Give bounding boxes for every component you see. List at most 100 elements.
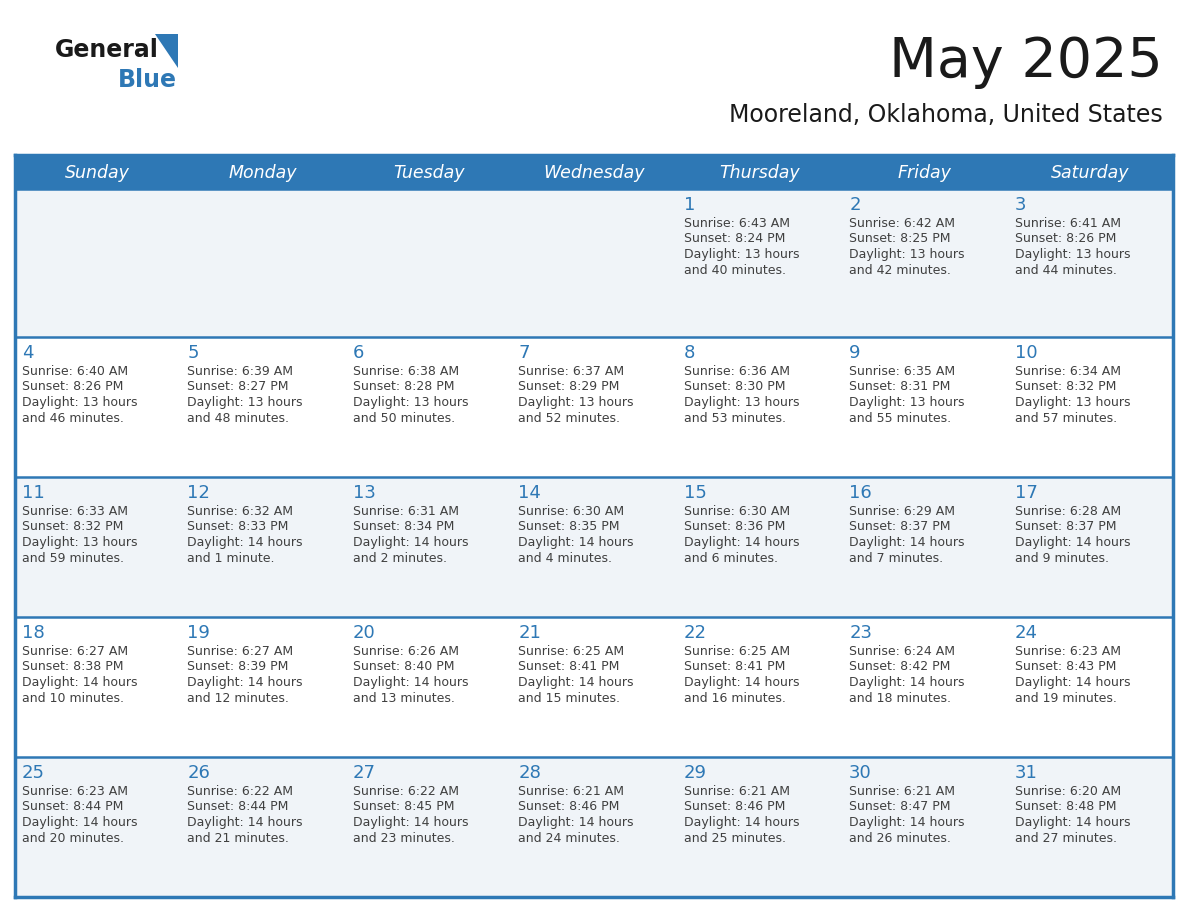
Text: Sunrise: 6:34 AM: Sunrise: 6:34 AM bbox=[1015, 365, 1120, 378]
Text: Sunset: 8:35 PM: Sunset: 8:35 PM bbox=[518, 521, 620, 533]
Text: 6: 6 bbox=[353, 344, 365, 362]
Bar bbox=[15, 155, 1173, 189]
Text: and 24 minutes.: and 24 minutes. bbox=[518, 832, 620, 845]
Text: Sunrise: 6:30 AM: Sunrise: 6:30 AM bbox=[684, 505, 790, 518]
Text: Sunrise: 6:25 AM: Sunrise: 6:25 AM bbox=[518, 645, 625, 658]
Text: 13: 13 bbox=[353, 484, 375, 502]
Text: Sunset: 8:28 PM: Sunset: 8:28 PM bbox=[353, 380, 454, 394]
Text: Sunrise: 6:22 AM: Sunrise: 6:22 AM bbox=[353, 785, 459, 798]
Text: 1: 1 bbox=[684, 196, 695, 214]
Text: Sunset: 8:32 PM: Sunset: 8:32 PM bbox=[23, 521, 124, 533]
Text: Sunset: 8:43 PM: Sunset: 8:43 PM bbox=[1015, 660, 1116, 674]
Text: Sunrise: 6:39 AM: Sunrise: 6:39 AM bbox=[188, 365, 293, 378]
Text: Sunrise: 6:43 AM: Sunrise: 6:43 AM bbox=[684, 217, 790, 230]
Text: and 48 minutes.: and 48 minutes. bbox=[188, 411, 290, 424]
Text: Daylight: 14 hours: Daylight: 14 hours bbox=[1015, 676, 1130, 689]
Text: Daylight: 13 hours: Daylight: 13 hours bbox=[1015, 396, 1130, 409]
Text: Sunrise: 6:33 AM: Sunrise: 6:33 AM bbox=[23, 505, 128, 518]
Text: and 7 minutes.: and 7 minutes. bbox=[849, 552, 943, 565]
Text: Sunrise: 6:23 AM: Sunrise: 6:23 AM bbox=[1015, 645, 1120, 658]
Bar bbox=[15, 477, 1173, 617]
Text: General: General bbox=[55, 38, 159, 62]
Text: Sunrise: 6:20 AM: Sunrise: 6:20 AM bbox=[1015, 785, 1120, 798]
Text: Sunrise: 6:40 AM: Sunrise: 6:40 AM bbox=[23, 365, 128, 378]
Text: and 23 minutes.: and 23 minutes. bbox=[353, 832, 455, 845]
Text: Sunrise: 6:42 AM: Sunrise: 6:42 AM bbox=[849, 217, 955, 230]
Bar bbox=[15, 337, 1173, 477]
Text: Daylight: 14 hours: Daylight: 14 hours bbox=[518, 536, 633, 549]
Text: and 50 minutes.: and 50 minutes. bbox=[353, 411, 455, 424]
Text: Sunset: 8:29 PM: Sunset: 8:29 PM bbox=[518, 380, 620, 394]
Text: Sunrise: 6:27 AM: Sunrise: 6:27 AM bbox=[23, 645, 128, 658]
Text: and 25 minutes.: and 25 minutes. bbox=[684, 832, 785, 845]
Text: Daylight: 13 hours: Daylight: 13 hours bbox=[849, 248, 965, 261]
Text: Sunset: 8:37 PM: Sunset: 8:37 PM bbox=[849, 521, 950, 533]
Text: Daylight: 14 hours: Daylight: 14 hours bbox=[1015, 816, 1130, 829]
Text: Daylight: 14 hours: Daylight: 14 hours bbox=[849, 676, 965, 689]
Text: Sunrise: 6:23 AM: Sunrise: 6:23 AM bbox=[23, 785, 128, 798]
Text: 15: 15 bbox=[684, 484, 707, 502]
Text: Sunset: 8:44 PM: Sunset: 8:44 PM bbox=[23, 800, 124, 813]
Text: Sunrise: 6:37 AM: Sunrise: 6:37 AM bbox=[518, 365, 625, 378]
Text: Sunrise: 6:28 AM: Sunrise: 6:28 AM bbox=[1015, 505, 1120, 518]
Text: Daylight: 14 hours: Daylight: 14 hours bbox=[684, 676, 800, 689]
Text: Sunset: 8:27 PM: Sunset: 8:27 PM bbox=[188, 380, 289, 394]
Text: Sunset: 8:46 PM: Sunset: 8:46 PM bbox=[684, 800, 785, 813]
Text: Sunset: 8:39 PM: Sunset: 8:39 PM bbox=[188, 660, 289, 674]
Text: and 44 minutes.: and 44 minutes. bbox=[1015, 263, 1117, 276]
Text: Daylight: 13 hours: Daylight: 13 hours bbox=[23, 536, 138, 549]
Text: Sunrise: 6:35 AM: Sunrise: 6:35 AM bbox=[849, 365, 955, 378]
Text: and 42 minutes.: and 42 minutes. bbox=[849, 263, 952, 276]
Text: Monday: Monday bbox=[229, 164, 297, 182]
Text: Sunrise: 6:30 AM: Sunrise: 6:30 AM bbox=[518, 505, 625, 518]
Text: Thursday: Thursday bbox=[719, 164, 800, 182]
Text: Sunrise: 6:25 AM: Sunrise: 6:25 AM bbox=[684, 645, 790, 658]
Text: Daylight: 13 hours: Daylight: 13 hours bbox=[23, 396, 138, 409]
Bar bbox=[15, 757, 1173, 897]
Text: 19: 19 bbox=[188, 624, 210, 642]
Text: Sunset: 8:32 PM: Sunset: 8:32 PM bbox=[1015, 380, 1116, 394]
Text: Daylight: 14 hours: Daylight: 14 hours bbox=[188, 676, 303, 689]
Text: Blue: Blue bbox=[118, 68, 177, 92]
Text: Daylight: 14 hours: Daylight: 14 hours bbox=[684, 536, 800, 549]
Text: and 53 minutes.: and 53 minutes. bbox=[684, 411, 785, 424]
Text: May 2025: May 2025 bbox=[890, 35, 1163, 89]
Text: Sunrise: 6:29 AM: Sunrise: 6:29 AM bbox=[849, 505, 955, 518]
Text: 7: 7 bbox=[518, 344, 530, 362]
Text: Sunset: 8:38 PM: Sunset: 8:38 PM bbox=[23, 660, 124, 674]
Text: Sunset: 8:46 PM: Sunset: 8:46 PM bbox=[518, 800, 620, 813]
Text: Sunset: 8:48 PM: Sunset: 8:48 PM bbox=[1015, 800, 1116, 813]
Text: Daylight: 14 hours: Daylight: 14 hours bbox=[684, 816, 800, 829]
Text: and 27 minutes.: and 27 minutes. bbox=[1015, 832, 1117, 845]
Text: and 4 minutes.: and 4 minutes. bbox=[518, 552, 612, 565]
Text: Sunrise: 6:26 AM: Sunrise: 6:26 AM bbox=[353, 645, 459, 658]
Text: Sunrise: 6:21 AM: Sunrise: 6:21 AM bbox=[518, 785, 624, 798]
Text: Sunset: 8:25 PM: Sunset: 8:25 PM bbox=[849, 232, 950, 245]
Text: Sunrise: 6:38 AM: Sunrise: 6:38 AM bbox=[353, 365, 459, 378]
Text: 20: 20 bbox=[353, 624, 375, 642]
Text: 11: 11 bbox=[23, 484, 45, 502]
Text: 29: 29 bbox=[684, 764, 707, 782]
Text: Sunset: 8:30 PM: Sunset: 8:30 PM bbox=[684, 380, 785, 394]
Text: Sunrise: 6:24 AM: Sunrise: 6:24 AM bbox=[849, 645, 955, 658]
Text: 30: 30 bbox=[849, 764, 872, 782]
Text: Sunrise: 6:32 AM: Sunrise: 6:32 AM bbox=[188, 505, 293, 518]
Text: Sunset: 8:40 PM: Sunset: 8:40 PM bbox=[353, 660, 454, 674]
Text: Daylight: 14 hours: Daylight: 14 hours bbox=[353, 676, 468, 689]
Text: and 52 minutes.: and 52 minutes. bbox=[518, 411, 620, 424]
Text: Daylight: 14 hours: Daylight: 14 hours bbox=[849, 816, 965, 829]
Text: and 6 minutes.: and 6 minutes. bbox=[684, 552, 778, 565]
Text: Daylight: 13 hours: Daylight: 13 hours bbox=[684, 396, 800, 409]
Text: Sunset: 8:34 PM: Sunset: 8:34 PM bbox=[353, 521, 454, 533]
Text: Daylight: 13 hours: Daylight: 13 hours bbox=[1015, 248, 1130, 261]
Text: Daylight: 14 hours: Daylight: 14 hours bbox=[518, 676, 633, 689]
Text: Sunset: 8:31 PM: Sunset: 8:31 PM bbox=[849, 380, 950, 394]
Text: and 9 minutes.: and 9 minutes. bbox=[1015, 552, 1108, 565]
Text: 8: 8 bbox=[684, 344, 695, 362]
Text: Daylight: 13 hours: Daylight: 13 hours bbox=[353, 396, 468, 409]
Text: Daylight: 14 hours: Daylight: 14 hours bbox=[1015, 536, 1130, 549]
Text: Friday: Friday bbox=[898, 164, 952, 182]
Text: Sunrise: 6:21 AM: Sunrise: 6:21 AM bbox=[849, 785, 955, 798]
Text: Sunset: 8:33 PM: Sunset: 8:33 PM bbox=[188, 521, 289, 533]
Text: Daylight: 14 hours: Daylight: 14 hours bbox=[23, 676, 138, 689]
